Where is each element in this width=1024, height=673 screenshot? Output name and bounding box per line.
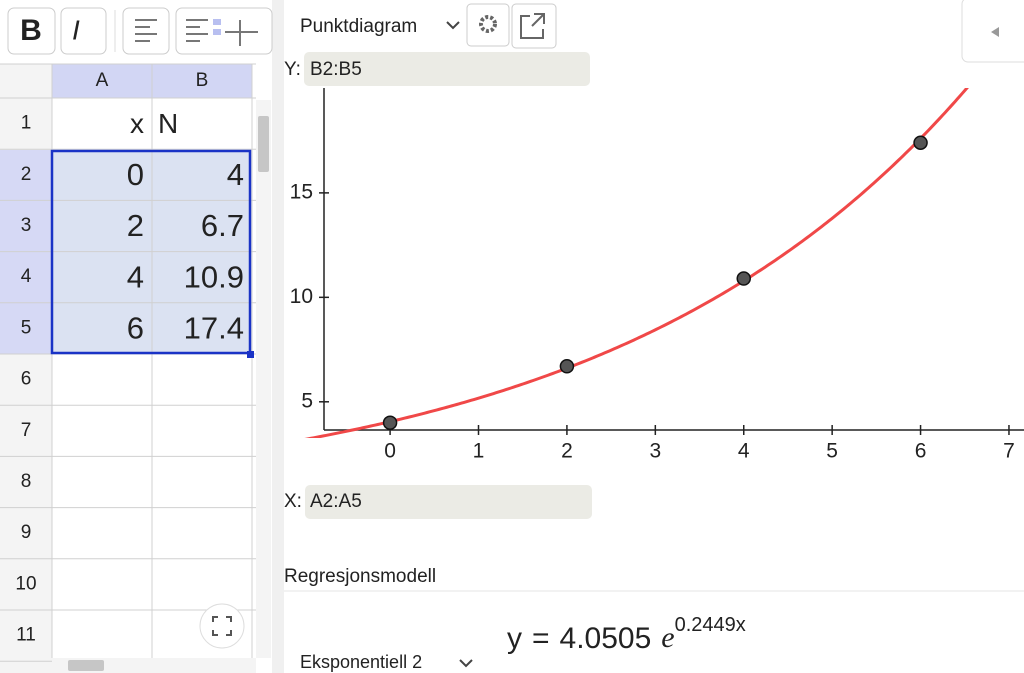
y-label: Y: [284, 59, 301, 80]
point [913, 135, 928, 150]
menu-chevron [446, 21, 460, 30]
row-header: 6 [21, 369, 32, 390]
cell: 17.4 [184, 311, 244, 346]
model-heading: Regresjonsmodell [284, 566, 436, 587]
row-header: 10 [15, 573, 36, 594]
side-tab-arrow [991, 27, 999, 37]
x-range: A2:A5 [310, 491, 362, 512]
x-tick-label: 3 [649, 440, 661, 463]
selection-border [50, 149, 252, 355]
point [382, 415, 398, 430]
cell: N [158, 108, 178, 139]
cell: 10.9 [184, 259, 244, 294]
x-tick-label: 0 [384, 440, 396, 463]
cell: 6.7 [201, 208, 244, 243]
row-header: 9 [21, 522, 32, 543]
cell: 6 [127, 311, 144, 346]
equation-part: 0.2449 [675, 614, 736, 636]
y-tick-label: 5 [301, 389, 313, 412]
y-tick-label: 15 [290, 180, 313, 203]
model-menu[interactable]: Eksponentiell 2 [300, 652, 422, 672]
row-header: 7 [21, 420, 32, 441]
bold-label: B [20, 14, 42, 47]
y-range-input[interactable] [304, 52, 590, 86]
h-scroll-thumb[interactable] [68, 660, 104, 671]
settings-button[interactable] [466, 3, 510, 47]
y-tick-label: 10 [290, 285, 313, 308]
fullscreen-button[interactable] [199, 603, 245, 649]
x-tick-label: 4 [738, 440, 750, 463]
export-icon [520, 13, 545, 39]
y-range: B2:B5 [310, 59, 362, 80]
column-header: B [196, 70, 209, 91]
italic-button[interactable] [60, 7, 107, 55]
point [736, 271, 751, 286]
column-header: A [96, 70, 109, 91]
cell: 0 [127, 157, 144, 192]
equation-part: = [532, 622, 550, 655]
gear-icon [479, 15, 497, 33]
x-range-input[interactable] [305, 485, 592, 519]
cell: 4 [227, 157, 244, 192]
v-scrollbar[interactable] [256, 100, 271, 658]
row-header: 4 [21, 266, 32, 287]
x-tick-label: 2 [561, 440, 573, 463]
fullscreen-icon [212, 616, 232, 636]
equation-part: x [736, 614, 746, 636]
export-button[interactable] [511, 3, 557, 49]
equation-part: 4.0505 [560, 622, 652, 655]
x-tick-label: 7 [1003, 440, 1015, 463]
row-header: 3 [21, 215, 32, 236]
regression-curve [304, 88, 969, 438]
cell: 2 [127, 208, 144, 243]
divider [272, 0, 284, 673]
row-header: 5 [21, 317, 32, 338]
point [559, 359, 575, 374]
equation-part: y [507, 622, 522, 655]
chart-type-menu[interactable]: Punktdiagram [300, 16, 417, 37]
cell: 4 [127, 259, 144, 294]
x-tick-label: 5 [826, 440, 838, 463]
list-icon [186, 19, 258, 46]
model-chevron [459, 659, 473, 668]
fill-handle[interactable] [247, 351, 254, 358]
x-tick-label: 1 [473, 440, 485, 463]
equation-part: e [661, 621, 674, 654]
align-icon [135, 19, 157, 42]
align-button[interactable] [122, 7, 170, 55]
row-header: 11 [16, 625, 36, 646]
bold-button[interactable] [7, 7, 56, 55]
v-scroll-thumb[interactable] [258, 116, 269, 172]
italic-label: I [72, 14, 80, 45]
row-header: 8 [21, 471, 32, 492]
x-label: X: [284, 491, 302, 512]
row-header: 2 [21, 164, 32, 185]
cell: x [130, 108, 144, 139]
x-tick-label: 6 [915, 440, 927, 463]
equation: y = 4.0505 e0.2449x [507, 614, 746, 655]
row-header: 1 [21, 113, 32, 134]
